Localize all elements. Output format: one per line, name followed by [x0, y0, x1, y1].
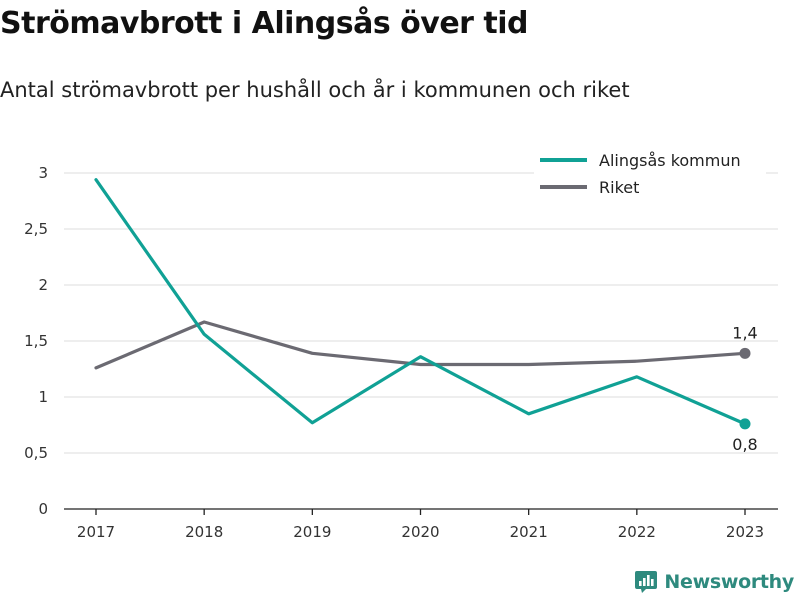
series-end-point [739, 347, 751, 359]
series-line-riket [94, 320, 747, 370]
chart-title: Strömavbrott i Alingsås över tid [0, 6, 529, 41]
y-tick-label: 0 [38, 500, 48, 518]
end-value-label: 0,8 [732, 435, 757, 454]
y-tick-label: 1 [38, 388, 48, 406]
newsworthy-logo-icon [635, 571, 658, 593]
end-value-label: 1,4 [732, 323, 757, 342]
x-tick-label: 2022 [618, 523, 656, 541]
chart-subtitle: Antal strömavbrott per hushåll och år i … [0, 78, 630, 102]
x-tick-label: 2020 [401, 523, 439, 541]
legend-label: Alingsås kommun [599, 151, 741, 170]
series-end-point [739, 418, 751, 430]
x-tick-label: 2023 [726, 523, 764, 541]
y-tick-label: 1,5 [24, 332, 48, 350]
gridlines [64, 172, 778, 454]
series-line-alingsås-kommun [94, 178, 747, 426]
legend-background [534, 146, 766, 206]
legend: Alingsås kommun Riket [534, 146, 766, 206]
x-tick-label: 2018 [185, 523, 223, 541]
point-labels: 0,8 1,4 [732, 323, 757, 454]
x-tick-label: 2017 [77, 523, 115, 541]
brand-name: Newsworthy [664, 571, 794, 593]
series-lines [94, 178, 751, 430]
y-tick-label: 3 [38, 164, 48, 182]
x-tick-label: 2019 [293, 523, 331, 541]
y-tick-label: 2 [38, 276, 48, 294]
axes: 0 0,5 1 1,5 2 2,5 3 2017 2018 2019 2020 2021 2022 202… [24, 164, 778, 541]
x-tick-label: 2021 [510, 523, 548, 541]
y-tick-label: 2,5 [24, 220, 48, 238]
legend-label: Riket [599, 178, 639, 197]
y-tick-label: 0,5 [24, 444, 48, 462]
brand-logo: Newsworthy [634, 570, 794, 594]
